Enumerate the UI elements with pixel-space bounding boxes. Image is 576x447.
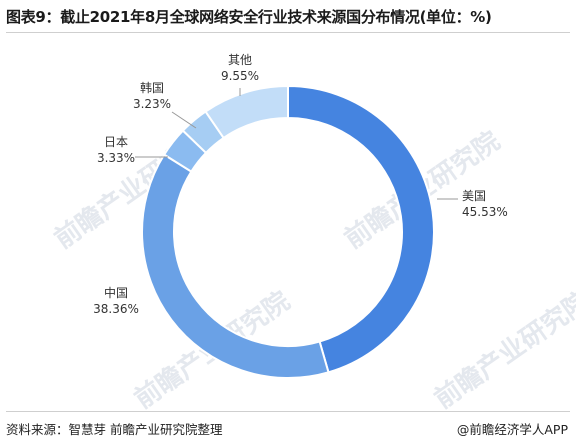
- slice-value-日本: 3.33%: [97, 151, 135, 165]
- footer-divider: [6, 411, 570, 412]
- slice-name-日本: 日本: [104, 135, 128, 149]
- chart-title: 图表9：截止2021年8月全球网络安全行业技术来源国分布情况(单位：%): [6, 8, 492, 26]
- slice-value-其他: 9.55%: [221, 69, 259, 83]
- source-note: 资料来源：智慧芽 前瞻产业研究院整理: [6, 422, 223, 437]
- slice-value-美国: 45.53%: [462, 205, 508, 219]
- title-divider: [6, 32, 570, 33]
- slice-美国: [287, 84, 435, 374]
- brand-credit: @前瞻经济学人APP: [456, 422, 568, 437]
- slice-value-韩国: 3.23%: [133, 97, 171, 111]
- donut-labels: 美国 45.53% 中国 38.36% 日本 3.33% 韩国 3.23% 其他 9.55%: [93, 53, 508, 316]
- slice-中国: [141, 153, 330, 379]
- slice-name-韩国: 韩国: [140, 80, 164, 95]
- leader-line-韩国: [171, 111, 197, 129]
- slice-name-美国: 美国: [462, 189, 486, 203]
- slice-value-中国: 38.36%: [93, 302, 139, 316]
- donut-slices: [141, 84, 435, 379]
- slice-name-中国: 中国: [104, 285, 128, 300]
- slice-其他: [204, 84, 289, 140]
- slice-name-其他: 其他: [228, 53, 252, 67]
